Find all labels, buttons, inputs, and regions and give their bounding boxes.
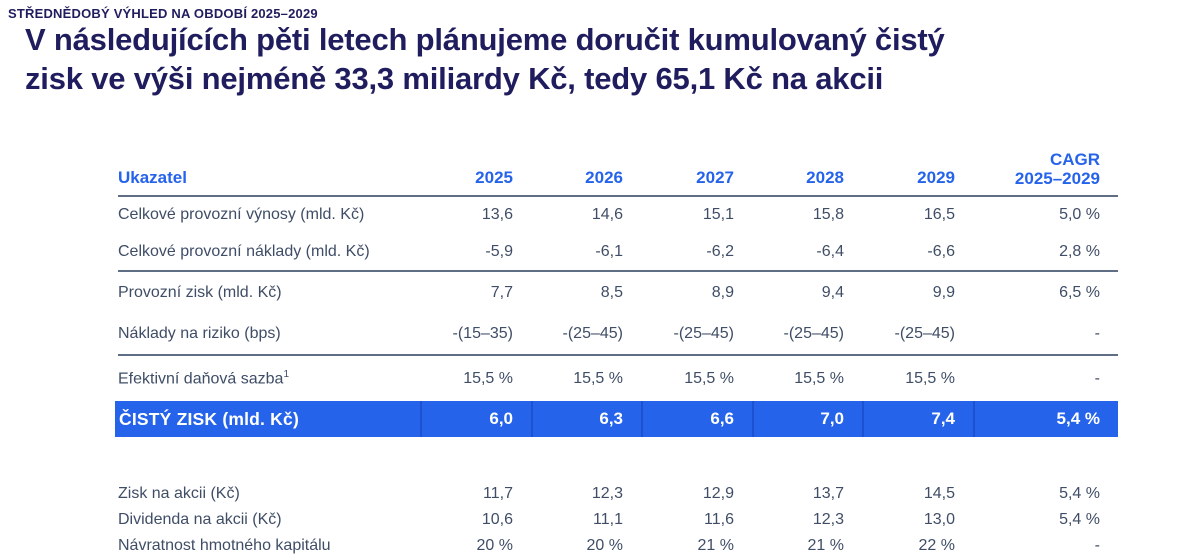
value-cell: 5,0 % <box>1059 206 1100 224</box>
table-row: Dividenda na akcii (Kč) 10,6 11,1 11,6 12,3 1… <box>118 507 1118 533</box>
value-cell: - <box>1094 324 1100 342</box>
column-header-2028: 2028 <box>806 168 844 187</box>
value-cell: 8,5 <box>600 283 623 301</box>
column-header-2029: 2029 <box>917 168 955 187</box>
value-cell: 13,7 <box>812 485 844 502</box>
value-cell: 16,5 <box>923 206 955 224</box>
column-header-2025: 2025 <box>475 168 513 187</box>
table-row: Celkové provozní výnosy (mld. Kč) 13,6 14,… <box>118 197 1118 234</box>
value-cell: 10,6 <box>481 511 513 528</box>
row-label: Dividenda na akcii (Kč) <box>118 511 282 528</box>
value-cell: 12,9 <box>702 485 734 502</box>
value-cell: 5,4 % <box>973 401 1118 437</box>
outlook-table: Ukazatel 2025 2026 2027 2028 2029 CAGR 2… <box>115 150 1118 559</box>
value-cell: 5,4 % <box>1059 511 1100 528</box>
cagr-header-line-2: 2025–2029 <box>1014 169 1100 188</box>
value-cell: -6,6 <box>927 242 955 260</box>
value-cell: 2,8 % <box>1059 242 1100 260</box>
column-header-cagr: CAGR 2025–2029 <box>973 150 1118 188</box>
value-cell: 7,0 <box>752 401 862 437</box>
row-label: Návratnost hmotného kapitálu <box>118 537 331 554</box>
value-cell: 13,6 <box>481 206 513 224</box>
value-cell: - <box>1094 537 1100 554</box>
value-cell: -5,9 <box>485 242 513 260</box>
value-cell: 6,0 <box>420 401 531 437</box>
table-row: Zisk na akcii (Kč) 11,7 12,3 12,9 13,7 14,5 5,… <box>118 481 1118 507</box>
row-label: Provozní zisk (mld. Kč) <box>118 283 282 301</box>
value-cell: 15,5 % <box>463 369 513 387</box>
table-header-row: Ukazatel 2025 2026 2027 2028 2029 CAGR 2… <box>118 150 1118 197</box>
value-cell: -(25–45) <box>673 324 734 342</box>
value-cell: 6,3 <box>531 401 641 437</box>
value-cell: -6,2 <box>706 242 734 260</box>
value-cell: 15,8 <box>812 206 844 224</box>
value-cell: 11,7 <box>483 485 513 502</box>
table-row: Návratnost hmotného kapitálu 20 % 20 % 21 %… <box>118 533 1118 559</box>
value-cell: 21 % <box>697 537 734 554</box>
value-cell: 12,3 <box>812 511 844 528</box>
value-cell: 12,3 <box>591 485 623 502</box>
column-header-2026: 2026 <box>585 168 623 187</box>
value-cell: 15,5 % <box>573 369 623 387</box>
headline-line-1: V následujících pěti letech plánujeme do… <box>25 22 945 57</box>
value-cell: 6,5 % <box>1059 283 1100 301</box>
value-cell: - <box>1094 369 1100 387</box>
row-label: Zisk na akcii (Kč) <box>118 485 240 502</box>
value-cell: -(15–35) <box>452 324 513 342</box>
value-cell: 8,9 <box>711 283 734 301</box>
cagr-header-line-1: CAGR <box>1049 150 1100 169</box>
table-row-group: Efektivní daňová sazba1 15,5 % 15,5 % 15,5 … <box>118 356 1118 401</box>
value-cell: 15,1 <box>702 206 734 224</box>
net-profit-highlight-section: ČISTÝ ZISK (mld. Kč) 6,0 6,3 6,6 7,0 7,4 5,4 % <box>115 401 1118 437</box>
slide-eyebrow: STŘEDNĚDOBÝ VÝHLED NA OBDOBÍ 2025–2029 <box>8 6 318 21</box>
table-row: Provozní zisk (mld. Kč) 7,7 8,5 8,9 9,4 9,9 6,… <box>118 272 1118 313</box>
value-cell: 21 % <box>807 537 844 554</box>
value-cell: -(25–45) <box>562 324 623 342</box>
value-cell: 15,5 % <box>905 369 955 387</box>
value-cell: 11,1 <box>593 511 623 528</box>
footnote-marker: 1 <box>283 368 289 380</box>
value-cell: 9,9 <box>932 283 955 301</box>
value-cell: 15,5 % <box>684 369 734 387</box>
table-row-group: Celkové provozní výnosy (mld. Kč) 13,6 14,… <box>118 197 1118 272</box>
value-cell: 7,4 <box>862 401 973 437</box>
value-cell: -(25–45) <box>894 324 955 342</box>
column-header-ukazatel: Ukazatel <box>118 168 187 187</box>
value-cell: 15,5 % <box>794 369 844 387</box>
column-header-2027: 2027 <box>696 168 734 187</box>
value-cell: -(25–45) <box>783 324 844 342</box>
row-label: ČISTÝ ZISK (mld. Kč) <box>119 408 299 429</box>
row-label: Celkové provozní náklady (mld. Kč) <box>118 242 370 260</box>
table-row: Celkové provozní náklady (mld. Kč) -5,9 -6… <box>118 234 1118 271</box>
value-cell: 11,6 <box>704 511 734 528</box>
page-title: V následujících pěti letech plánujeme do… <box>25 20 945 98</box>
table-row: Náklady na riziko (bps) -(15–35) -(25–45) -… <box>118 313 1118 354</box>
value-cell: 20 % <box>476 537 513 554</box>
value-cell: -6,1 <box>595 242 623 260</box>
value-cell: 6,6 <box>641 401 752 437</box>
value-cell: -6,4 <box>816 242 844 260</box>
table-footer-rows: Zisk na akcii (Kč) 11,7 12,3 12,9 13,7 14,5 5,… <box>118 437 1118 559</box>
value-cell: 5,4 % <box>1059 485 1100 502</box>
value-cell: 7,7 <box>490 283 513 301</box>
row-label: Náklady na riziko (bps) <box>118 324 281 342</box>
headline-line-2: zisk ve výši nejméně 33,3 miliardy Kč, t… <box>25 61 884 96</box>
value-cell: 14,6 <box>591 206 623 224</box>
value-cell: 22 % <box>918 537 955 554</box>
table-body: Celkové provozní výnosy (mld. Kč) 13,6 14,… <box>118 197 1118 401</box>
table-row: Efektivní daňová sazba1 15,5 % 15,5 % 15,5 … <box>118 356 1118 401</box>
table-row-group: Provozní zisk (mld. Kč) 7,7 8,5 8,9 9,4 9,9 6,… <box>118 272 1118 356</box>
value-cell: 14,5 <box>923 485 955 502</box>
value-cell: 13,0 <box>923 511 955 528</box>
row-label: Celkové provozní výnosy (mld. Kč) <box>118 206 365 224</box>
table-row: ČISTÝ ZISK (mld. Kč) 6,0 6,3 6,6 7,0 7,4 5,4 % <box>115 401 1118 437</box>
row-label: Efektivní daňová sazba1 <box>118 368 289 388</box>
value-cell: 9,4 <box>821 283 844 301</box>
value-cell: 20 % <box>586 537 623 554</box>
